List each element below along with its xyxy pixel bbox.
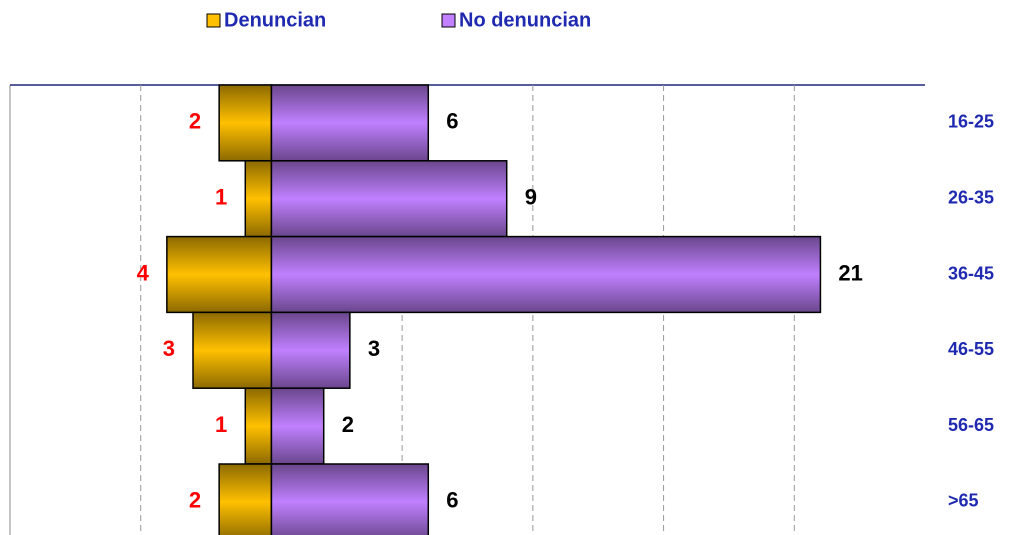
data-label: 1 (215, 412, 227, 437)
bar (244, 160, 273, 238)
data-label: 1 (215, 185, 227, 210)
y-tick-label: >65 (948, 491, 979, 511)
data-label: 6 (446, 488, 458, 513)
legend-label: Denuncian (224, 9, 326, 31)
data-label: 2 (342, 412, 354, 437)
data-label: 2 (189, 109, 201, 134)
data-label: 2 (189, 488, 201, 513)
bar (270, 387, 325, 465)
y-tick-label: 46-55 (948, 339, 994, 359)
data-label: 9 (525, 185, 537, 210)
data-label: 6 (446, 109, 458, 134)
y-tick-label: 36-45 (948, 263, 994, 283)
data-label: 3 (163, 336, 175, 361)
bar (192, 311, 273, 389)
bar (270, 84, 430, 162)
bar (218, 84, 273, 162)
y-tick-label: 16-25 (948, 112, 994, 132)
legend-label: No denuncian (459, 9, 591, 31)
legend-swatch (441, 13, 456, 28)
data-label: 21 (838, 260, 862, 285)
bar (270, 160, 508, 238)
y-tick-label: 56-65 (948, 415, 994, 435)
data-label: 4 (137, 260, 150, 285)
bar (270, 235, 822, 314)
bar (218, 463, 273, 535)
bar (270, 463, 430, 535)
legend-swatch (206, 13, 221, 28)
bar (166, 235, 273, 314)
bar (270, 311, 351, 389)
y-tick-label: 26-35 (948, 187, 994, 207)
bar (244, 387, 273, 465)
data-label: 3 (368, 336, 380, 361)
